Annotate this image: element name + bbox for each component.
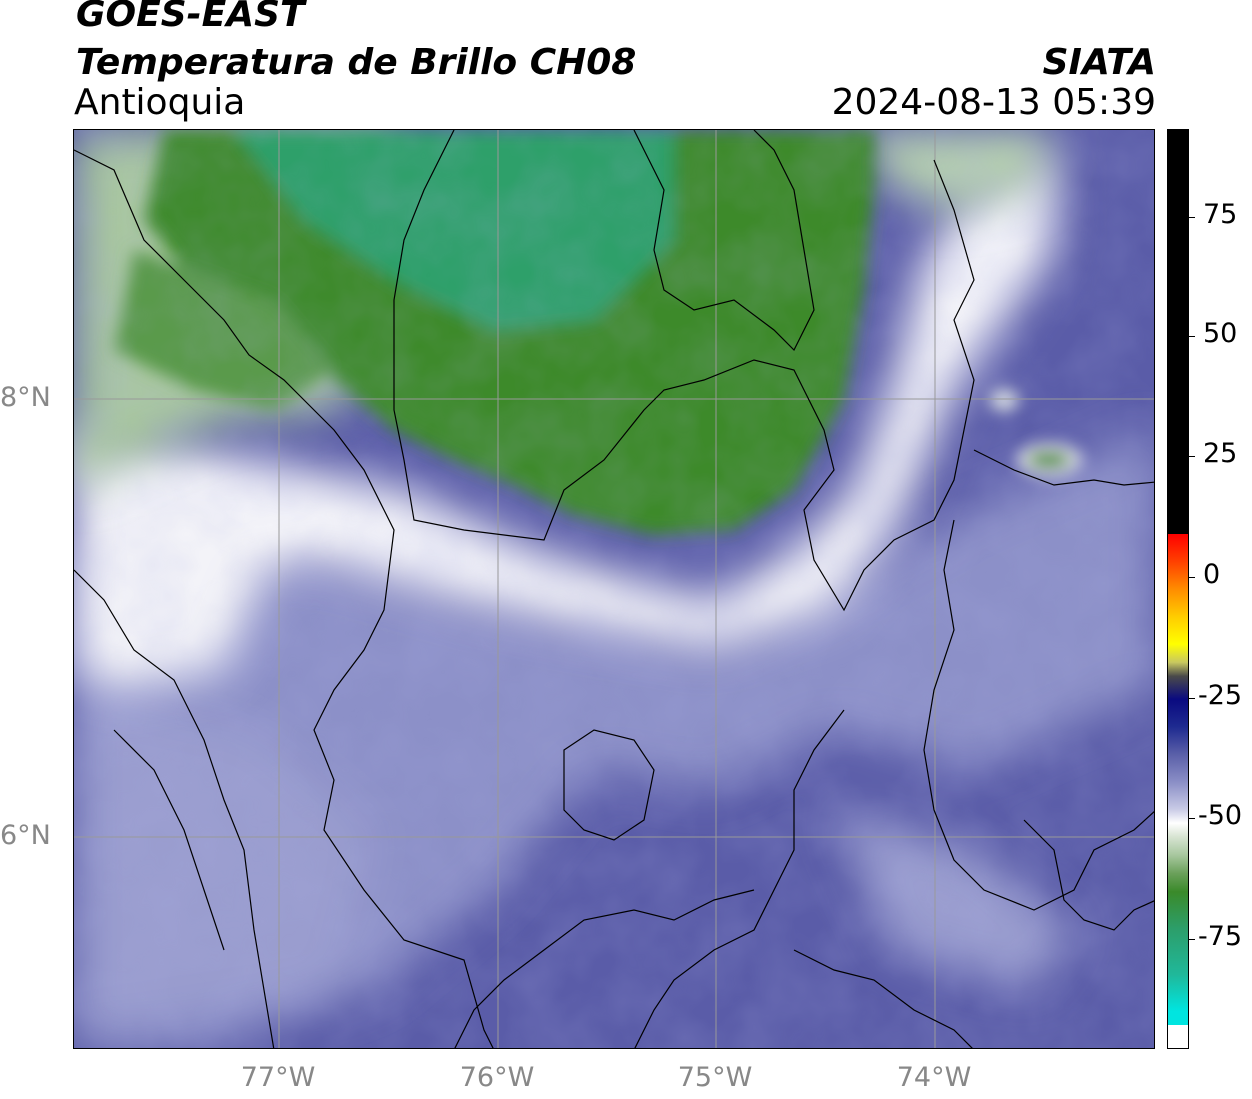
colorbar-tick (1189, 939, 1195, 940)
colorbar-tick (1189, 818, 1195, 819)
x-tick-label: 74°W (896, 1062, 972, 1093)
brightness-temperature-map (74, 130, 1154, 1048)
organization-label: SIATA (1042, 42, 1156, 83)
cloud-texture (74, 130, 1154, 1048)
colorbar-tick (1189, 456, 1195, 457)
colorbar-label: 0 (1203, 559, 1221, 590)
colorbar-label: 25 (1203, 438, 1238, 469)
colorbar-tick (1189, 336, 1195, 337)
colorbar (1167, 129, 1189, 1049)
colorbar-label: 75 (1203, 199, 1238, 230)
y-tick-label: 6°N (0, 820, 51, 851)
title-satellite: GOES-EAST (76, 0, 305, 35)
title-region: Antioquia (74, 82, 246, 123)
map-panel (73, 129, 1155, 1049)
x-tick-label: 77°W (240, 1062, 316, 1093)
x-tick-label: 76°W (459, 1062, 535, 1093)
colorbar-label: -25 (1198, 680, 1243, 711)
colorbar-label: 50 (1203, 318, 1238, 349)
colorbar-tick (1189, 698, 1195, 699)
colorbar-tick (1189, 217, 1195, 218)
graticule (74, 130, 1154, 1048)
administrative-borders (74, 130, 1154, 1048)
colorbar-label: -75 (1198, 921, 1243, 952)
title-product: Temperatura de Brillo CH08 (76, 42, 637, 83)
colorbar-tick (1189, 577, 1195, 578)
datetime-label: 2024-08-13 05:39 (831, 82, 1156, 123)
colorbar-label: -50 (1198, 800, 1243, 831)
y-tick-label: 8°N (0, 382, 51, 413)
x-tick-label: 75°W (677, 1062, 753, 1093)
